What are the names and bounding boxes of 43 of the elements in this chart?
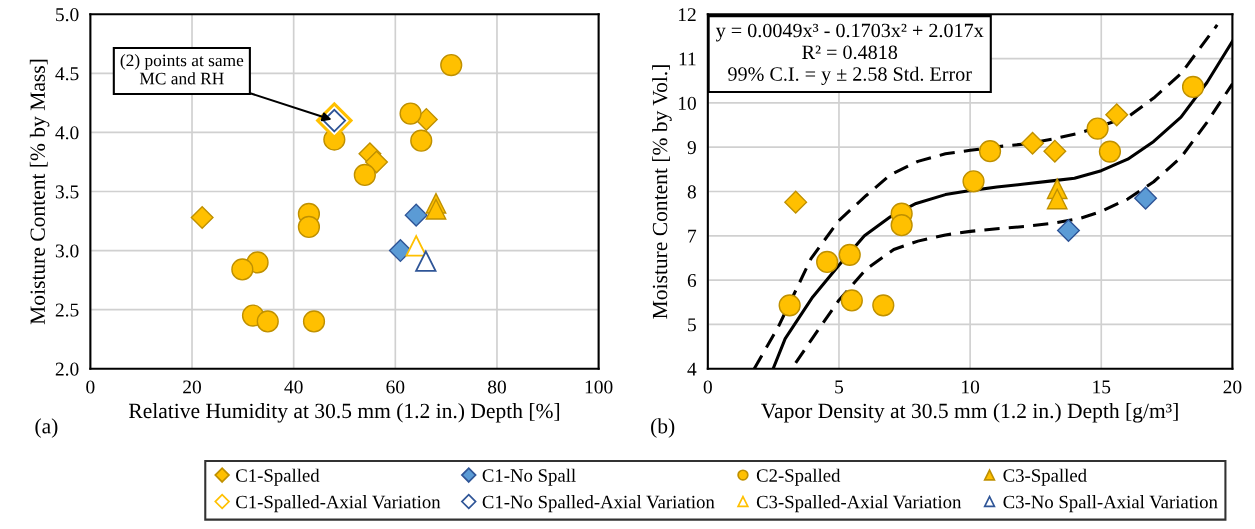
y-tick-label: 4.5: [55, 67, 79, 81]
y-tick-label: 11: [679, 52, 696, 66]
y-tick-label: 8: [687, 185, 696, 199]
x-tick-label: 100: [585, 380, 613, 394]
legend-label: C3-Spalled-Axial Variation: [756, 495, 962, 513]
x-tick-label: 10: [962, 380, 980, 394]
x-tick-label: 60: [386, 380, 405, 394]
x-axis-title: Relative Humidity at 30.5 mm (1.2 in.) Depth [%]: [128, 403, 560, 423]
x-tick-label: 15: [1093, 380, 1111, 394]
y-tick-label: 4.0: [55, 126, 79, 140]
y-tick-label: 9: [687, 141, 696, 155]
y-tick-label: 6: [687, 273, 697, 288]
y-tick-label: 2.0: [55, 362, 79, 376]
legend-label: C1-No Spall: [482, 468, 576, 486]
y-tick-label: 2.5: [55, 303, 79, 317]
y-tick-label: 7: [688, 229, 697, 243]
legend-label: C1-Spalled-Axial Variation: [236, 495, 441, 513]
x-tick-label: 20: [1223, 380, 1242, 394]
y-tick-label: 3.5: [55, 185, 79, 199]
annotation: y = 0.0049x³ - 0.1703x² + 2.017x R² = 0.4818 99% C.I. = y ± 2.58 Std. Error: [715, 23, 984, 85]
x-tick-label: 0: [703, 380, 712, 394]
x-tick-label: 5: [835, 380, 844, 394]
legend-label: C1-No Spalled-Axial Variation: [482, 495, 715, 513]
y-tick-label: 5: [688, 318, 696, 332]
y-axis-title: Moisture Content [% by Mass]: [29, 59, 50, 325]
x-tick-label: 40: [284, 380, 303, 394]
x-tick-label: 20: [183, 380, 201, 394]
text: (a): [35, 418, 58, 438]
y-tick-label: 12: [678, 8, 696, 22]
x-tick-label: 0: [86, 380, 95, 394]
legend-label: C3-Spalled: [1003, 468, 1087, 486]
text: (b): [651, 418, 675, 438]
y-tick-label: 4: [687, 362, 697, 376]
x-axis-title: Vapor Density at 30.5 mm (1.2 in.) Depth [g/m³]: [761, 403, 1178, 423]
y-tick-label: 5.0: [56, 8, 79, 22]
legend-label: C3-No Spall-Axial Variation: [1003, 495, 1218, 513]
annotation: (2) points at same MC and RH: [120, 54, 244, 85]
legend-label: C2-Spalled: [756, 468, 841, 486]
x-tick-label: 80: [488, 380, 506, 394]
y-tick-label: 10: [678, 96, 696, 110]
legend-label: C1-Spalled: [236, 468, 320, 486]
y-axis-title: Moisture Content [% by Vol.]: [652, 65, 672, 319]
y-tick-label: 3.0: [55, 244, 79, 258]
